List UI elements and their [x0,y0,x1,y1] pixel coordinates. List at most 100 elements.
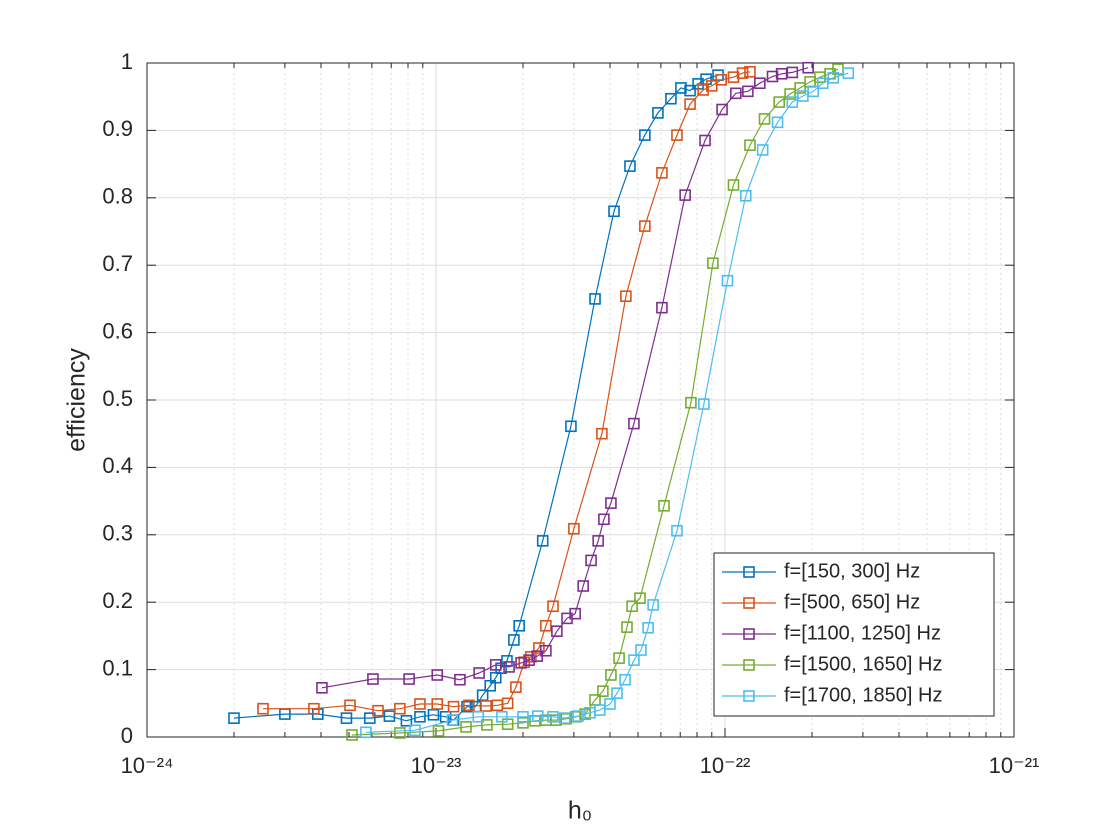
marker [771,116,784,129]
marker [340,712,353,724]
legend-label: f=[1100, 1250] Hz [784,622,941,644]
marker [679,189,691,201]
marker [409,724,421,737]
marker [628,417,640,430]
marker [461,700,473,713]
marker [707,257,719,269]
legend-marker [743,628,755,640]
marker [569,607,581,620]
marker [363,712,376,724]
marker [400,715,413,727]
marker [454,673,466,686]
marker [604,698,616,710]
marker [605,669,617,681]
marker [766,70,779,83]
y-tick-label: 0 [121,723,133,748]
marker [501,697,514,710]
marker [684,98,696,110]
marker [744,139,756,152]
marker [316,681,328,694]
marker [675,82,687,94]
marker [414,710,426,723]
marker [558,712,571,724]
marker [736,67,749,79]
marker [642,622,654,634]
marker [721,274,734,287]
marker [784,88,796,100]
marker [802,61,814,74]
marker [594,704,606,716]
legend-marker [743,659,755,671]
marker [589,293,601,305]
marker [613,652,625,664]
marker [756,144,769,156]
marker [565,420,577,433]
marker [842,67,855,79]
marker [621,621,633,633]
legend-marker [743,597,755,609]
series-line [263,71,751,712]
marker [596,427,608,440]
marker [739,189,752,202]
y-tick-label: 1 [121,49,133,74]
marker [372,704,384,717]
marker [727,179,740,191]
marker [414,698,426,710]
y-axis-label: efficiency [63,348,91,452]
marker [517,710,529,723]
marker [346,729,358,741]
x-axis-label: h₀ [568,797,592,825]
marker [481,719,493,731]
y-tick-label: 0.3 [102,521,133,546]
marker [447,700,460,713]
marker [257,702,269,715]
marker [531,710,544,722]
marker [698,398,710,410]
y-tick-label: 0.5 [102,386,133,411]
marker [730,87,742,100]
marker [360,726,372,739]
marker [489,659,502,671]
marker [620,290,632,303]
marker [634,592,646,604]
y-tick-label: 0.1 [102,655,133,680]
marker [394,702,406,715]
y-tick-label: 0.8 [102,184,133,209]
legend-label: f=[1500, 1650] Hz [784,653,942,675]
marker [697,84,709,96]
marker [699,134,711,147]
marker [472,710,485,723]
marker [758,113,771,125]
marker [715,74,727,86]
marker [463,699,475,712]
axes-box [146,62,1015,738]
marker [597,685,609,697]
marker [551,625,563,637]
marker [432,725,445,737]
marker [684,84,696,97]
marker [605,497,617,509]
marker [671,524,683,537]
marker [383,710,396,722]
marker [513,619,525,632]
marker [685,396,697,409]
marker [577,580,589,592]
marker [652,107,664,119]
marker [460,721,472,733]
marker [656,301,668,314]
marker [628,654,640,666]
marker [547,710,559,723]
marker [635,644,647,656]
marker [515,657,527,669]
x-tick-label: 10⁻²¹ [989,753,1040,778]
marker [367,673,379,685]
marker [742,85,754,98]
marker [403,673,415,685]
marker [786,96,799,108]
marker [786,66,799,79]
marker [624,160,636,172]
y-tick-label: 0.2 [102,588,133,613]
marker [533,642,545,654]
marker [585,554,597,567]
marker [608,205,620,218]
